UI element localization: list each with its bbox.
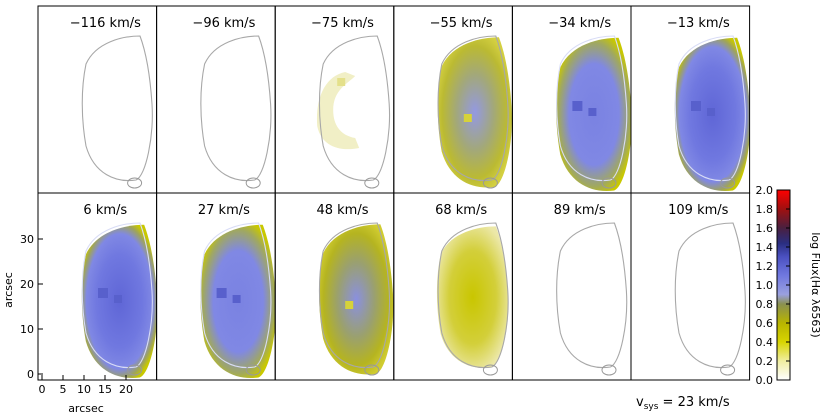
velocity-label: 6 km/s bbox=[83, 203, 127, 218]
galaxy-outline bbox=[81, 35, 153, 182]
x-tick-label: 10 bbox=[77, 383, 91, 396]
velocity-label: −116 km/s bbox=[70, 16, 141, 31]
channel-panel: −55 km/s bbox=[393, 5, 513, 194]
galaxy-outline bbox=[200, 222, 272, 369]
galaxy-outline bbox=[318, 222, 391, 369]
beam-ellipse bbox=[245, 364, 261, 376]
panel-frame bbox=[156, 5, 276, 194]
beam-ellipse bbox=[601, 364, 617, 376]
channel-panel: −13 km/s bbox=[630, 5, 751, 194]
velocity-label: −96 km/s bbox=[192, 16, 255, 31]
emission-knot bbox=[98, 288, 108, 298]
emission-knot bbox=[707, 108, 715, 116]
channel-panel: 27 km/s bbox=[156, 192, 276, 381]
channel-panel: 6 km/s bbox=[37, 192, 158, 381]
x-axis-label: arcsec bbox=[68, 402, 104, 415]
emission-knot bbox=[114, 295, 122, 303]
colorbar-tick-label: 1.2 bbox=[756, 260, 774, 273]
channel-panel: −116 km/s bbox=[37, 5, 158, 194]
galaxy-outline bbox=[318, 35, 391, 182]
panel-frame bbox=[37, 5, 158, 194]
beam-ellipse bbox=[720, 364, 736, 376]
beam-ellipse bbox=[127, 364, 143, 376]
beam-ellipse bbox=[127, 177, 143, 189]
velocity-label: −55 km/s bbox=[430, 16, 493, 31]
channel-panel: −34 km/s bbox=[511, 5, 632, 194]
beam-ellipse bbox=[601, 177, 617, 189]
colorbar-tick-label: 0.6 bbox=[756, 317, 774, 330]
beam-ellipse bbox=[482, 364, 498, 376]
beam-ellipse bbox=[364, 177, 380, 189]
emission-region bbox=[316, 72, 360, 150]
galaxy-outline bbox=[81, 222, 153, 369]
y-tick-label: 0 bbox=[27, 368, 34, 381]
galaxy-outline bbox=[674, 35, 746, 182]
x-tick-label: 5 bbox=[60, 383, 67, 396]
y-tick-label: 30 bbox=[20, 233, 34, 246]
galaxy-outline bbox=[556, 222, 628, 369]
emission-knot bbox=[463, 114, 472, 122]
emission-knot bbox=[216, 288, 227, 298]
colorbar-tick-label: 0.8 bbox=[756, 298, 774, 311]
velocity-label: 89 km/s bbox=[554, 203, 606, 218]
emission-knot bbox=[337, 78, 346, 86]
channel-panel: 48 km/s bbox=[274, 192, 395, 381]
channel-panel: −75 km/s bbox=[274, 5, 395, 194]
beam-ellipse bbox=[720, 177, 736, 189]
y-tick-label: 10 bbox=[20, 323, 34, 336]
channel-panel: 68 km/s bbox=[393, 192, 513, 381]
x-tick-label: 15 bbox=[98, 383, 112, 396]
galaxy-outline bbox=[200, 35, 272, 182]
colorbar-tick-label: 2.0 bbox=[756, 184, 774, 197]
colorbar-tick-label: 0.4 bbox=[756, 336, 774, 349]
colorbar-tick-label: 1.6 bbox=[756, 222, 774, 235]
velocity-label: 27 km/s bbox=[198, 203, 250, 218]
emission-knot bbox=[691, 101, 701, 111]
emission-knot bbox=[572, 101, 583, 111]
emission-knot bbox=[345, 301, 354, 309]
panel-frame bbox=[630, 192, 751, 381]
beam-ellipse bbox=[245, 177, 261, 189]
velocity-label: 109 km/s bbox=[668, 203, 729, 218]
emission-region bbox=[437, 37, 512, 188]
y-axis-label: arcsec bbox=[2, 272, 15, 308]
beam-ellipse bbox=[364, 364, 380, 376]
emission-knot bbox=[588, 108, 597, 116]
x-tick-label: 20 bbox=[119, 383, 133, 396]
velocity-label: 68 km/s bbox=[435, 203, 487, 218]
systemic-velocity-label: vsys = 23 km/s bbox=[636, 395, 730, 412]
velocity-label: −34 km/s bbox=[548, 16, 611, 31]
emission-region bbox=[319, 224, 394, 375]
galaxy-outline bbox=[437, 222, 509, 369]
beam-ellipse bbox=[482, 177, 498, 189]
galaxy-outline bbox=[556, 35, 628, 182]
colorbar-tick-label: 1.0 bbox=[756, 279, 774, 292]
panel-frame bbox=[511, 192, 632, 381]
channel-panel: 89 km/s bbox=[511, 192, 632, 381]
velocity-label: −13 km/s bbox=[667, 16, 730, 31]
colorbar-tick-label: 0.2 bbox=[756, 355, 774, 368]
y-tick-label: 20 bbox=[20, 278, 34, 291]
velocity-label: −75 km/s bbox=[311, 16, 374, 31]
x-tick-label: 0 bbox=[39, 383, 46, 396]
colorbar-label: log Flux(Hα λ6563) bbox=[809, 232, 822, 337]
channel-panel: −96 km/s bbox=[156, 5, 276, 194]
colorbar-tick-label: 1.4 bbox=[756, 241, 774, 254]
galaxy-outline bbox=[437, 35, 509, 182]
colorbar-tick-label: 1.8 bbox=[756, 203, 774, 216]
velocity-label: 48 km/s bbox=[316, 203, 368, 218]
galaxy-outline bbox=[674, 222, 746, 369]
colorbar-tick-label: 0.0 bbox=[756, 374, 774, 387]
emission-knot bbox=[232, 295, 241, 303]
channel-panel: 109 km/s bbox=[630, 192, 751, 381]
emission-region bbox=[436, 226, 509, 369]
